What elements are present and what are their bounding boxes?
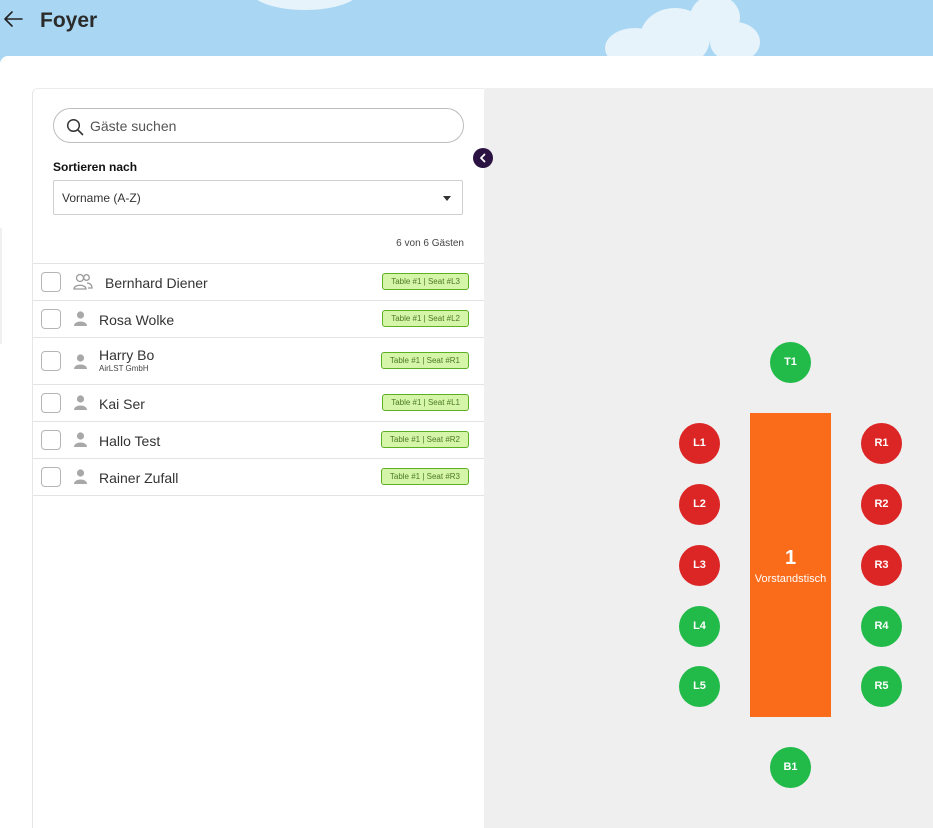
person-icon xyxy=(74,395,87,410)
table-number: 1 xyxy=(784,547,797,569)
guest-checkbox[interactable] xyxy=(41,430,61,450)
list-item[interactable]: Bernhard Diener Table #1 | Seat #L3 xyxy=(33,264,484,301)
person-icon xyxy=(74,311,87,326)
guest-checkbox[interactable] xyxy=(41,309,61,329)
guest-sidebar: Sortieren nach Vorname (A-Z) 6 von 6 Gäs… xyxy=(32,88,484,828)
seat-R4[interactable]: R4 xyxy=(861,606,902,647)
cloud-decoration xyxy=(710,22,760,56)
seat-badge: Table #1 | Seat #L1 xyxy=(382,394,469,411)
person-icon xyxy=(74,432,87,447)
seat-T1[interactable]: T1 xyxy=(770,342,811,383)
divider xyxy=(0,228,2,344)
guest-checkbox[interactable] xyxy=(41,272,61,292)
guest-name: Rosa Wolke xyxy=(99,312,175,328)
guest-name: Harry Bo xyxy=(99,347,155,363)
list-item[interactable]: Hallo Test Table #1 | Seat #R2 xyxy=(33,422,484,459)
list-item[interactable]: Harry Bo AirLST GmbH Table #1 | Seat #R1 xyxy=(33,338,484,385)
seat-R1[interactable]: R1 xyxy=(861,423,902,464)
seat-L4[interactable]: L4 xyxy=(679,606,720,647)
person-icon xyxy=(74,354,87,369)
search-input[interactable] xyxy=(90,116,450,136)
seat-R3[interactable]: R3 xyxy=(861,545,902,586)
seat-badge: Table #1 | Seat #L2 xyxy=(382,310,469,327)
seat-badge: Table #1 | Seat #L3 xyxy=(382,273,469,290)
guest-checkbox[interactable] xyxy=(41,467,61,487)
seat-B1[interactable]: B1 xyxy=(770,747,811,788)
seat-R5[interactable]: R5 xyxy=(861,666,902,707)
list-item[interactable]: Rosa Wolke Table #1 | Seat #L2 xyxy=(33,301,484,338)
sort-label: Sortieren nach xyxy=(53,160,138,174)
arrow-left-icon xyxy=(4,11,23,27)
seat-L3[interactable]: L3 xyxy=(679,545,720,586)
sort-select[interactable]: Vorname (A-Z) xyxy=(53,180,463,215)
guest-count: 6 von 6 Gästen xyxy=(396,238,464,249)
back-button[interactable] xyxy=(2,8,24,30)
guest-name: Kai Ser xyxy=(99,396,145,412)
cloud-decoration xyxy=(250,0,360,10)
table-1[interactable]: 1 Vorstandstisch xyxy=(750,413,831,717)
seat-badge: Table #1 | Seat #R1 xyxy=(380,352,469,369)
guest-checkbox[interactable] xyxy=(41,351,61,371)
search-icon xyxy=(66,118,84,136)
list-item[interactable]: Kai Ser Table #1 | Seat #L1 xyxy=(33,385,484,422)
chevron-left-icon xyxy=(480,153,486,163)
person-icon xyxy=(74,469,87,484)
guest-name: Rainer Zufall xyxy=(99,470,179,486)
header: Foyer xyxy=(0,0,933,56)
collapse-sidebar-button[interactable] xyxy=(473,148,493,168)
group-icon xyxy=(73,273,93,290)
guest-name: Bernhard Diener xyxy=(105,275,208,291)
search-field[interactable] xyxy=(53,108,464,143)
seat-L1[interactable]: L1 xyxy=(679,423,720,464)
seat-L5[interactable]: L5 xyxy=(679,666,720,707)
seat-L2[interactable]: L2 xyxy=(679,484,720,525)
seat-badge: Table #1 | Seat #R2 xyxy=(380,431,469,448)
sort-select-value: Vorname (A-Z) xyxy=(62,191,141,205)
seat-badge: Table #1 | Seat #R3 xyxy=(380,468,469,485)
list-item[interactable]: Rainer Zufall Table #1 | Seat #R3 xyxy=(33,459,484,496)
guest-checkbox[interactable] xyxy=(41,393,61,413)
seat-R2[interactable]: R2 xyxy=(861,484,902,525)
table-name: Vorstandstisch xyxy=(754,573,827,585)
page-title: Foyer xyxy=(40,9,98,32)
guest-list: Bernhard Diener Table #1 | Seat #L3 Rosa… xyxy=(33,263,484,496)
chevron-down-icon xyxy=(443,196,451,201)
guest-company: AirLST GmbH xyxy=(99,364,149,373)
guest-name: Hallo Test xyxy=(99,433,161,449)
